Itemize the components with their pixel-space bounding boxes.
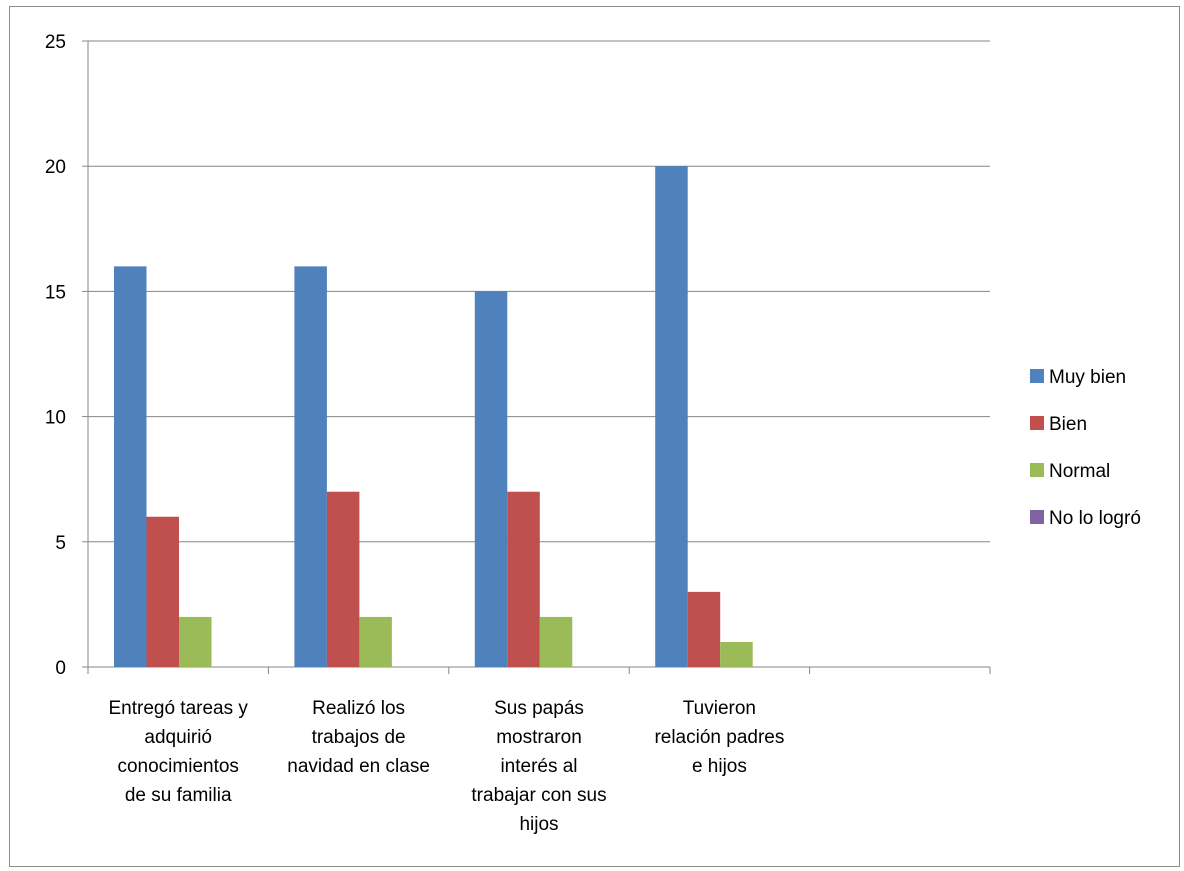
legend-swatch-normal: [1030, 463, 1044, 477]
legend-label-muy-bien: Muy bien: [1049, 367, 1126, 388]
x-category-label: trabajar con sus: [471, 785, 606, 806]
x-category-label: navidad en clase: [287, 756, 430, 777]
y-tick-labels: 0 5 10 15 20 25: [45, 32, 66, 679]
x-category-labels: Entregó tareas y adquirió conocimientos de …: [108, 698, 784, 835]
bar-normal-2: [539, 616, 573, 667]
bar-bien-0: [146, 516, 179, 667]
y-tick-label: 5: [55, 533, 66, 554]
x-category-label: e hijos: [692, 756, 747, 777]
x-category-label: adquirió: [144, 727, 212, 748]
bar-muy-bien-2: [474, 291, 508, 667]
gridlines: [88, 40, 990, 543]
legend-label-bien: Bien: [1049, 414, 1087, 435]
legend-label-normal: Normal: [1049, 461, 1110, 482]
chart-frame: [9, 6, 1180, 867]
y-tick-label: 0: [55, 658, 66, 679]
bars: [114, 166, 753, 667]
legend-label-no-lo-logró: No lo logró: [1049, 508, 1141, 529]
x-category-label: interés al: [500, 756, 577, 777]
bar-muy-bien-1: [294, 266, 327, 667]
y-tick-label: 20: [45, 157, 66, 178]
legend: Muy bien Bien Normal No lo logró: [1030, 367, 1141, 529]
x-category-label: Entregó tareas y: [108, 698, 248, 719]
legend-swatch-bien: [1030, 416, 1044, 430]
x-category-label: hijos: [519, 814, 558, 835]
x-category-label: conocimientos: [117, 756, 238, 777]
bar-normal-1: [359, 616, 392, 667]
bar-bien-1: [326, 491, 360, 667]
bar-normal-3: [720, 641, 753, 667]
bar-muy-bien-3: [655, 166, 688, 667]
bar-bien-2: [507, 491, 540, 667]
bar-bien-3: [687, 591, 721, 667]
y-tick-label: 15: [45, 282, 66, 303]
legend-swatch-muy-bien: [1030, 369, 1044, 383]
x-category-label: trabajos de: [312, 727, 406, 748]
y-tick-label: 10: [45, 408, 66, 429]
x-category-label: Realizó los: [312, 698, 405, 719]
y-tick-label: 25: [45, 32, 66, 53]
legend-swatch-no-lo-logró: [1030, 510, 1044, 524]
x-category-label: Sus papás: [494, 698, 584, 719]
bar-muy-bien-0: [114, 266, 147, 667]
x-category-label: mostraron: [496, 727, 582, 748]
x-category-label: Tuvieron: [683, 698, 756, 719]
x-category-label: de su familia: [125, 785, 232, 806]
bar-normal-0: [179, 616, 212, 667]
x-category-label: relación padres: [654, 727, 784, 748]
